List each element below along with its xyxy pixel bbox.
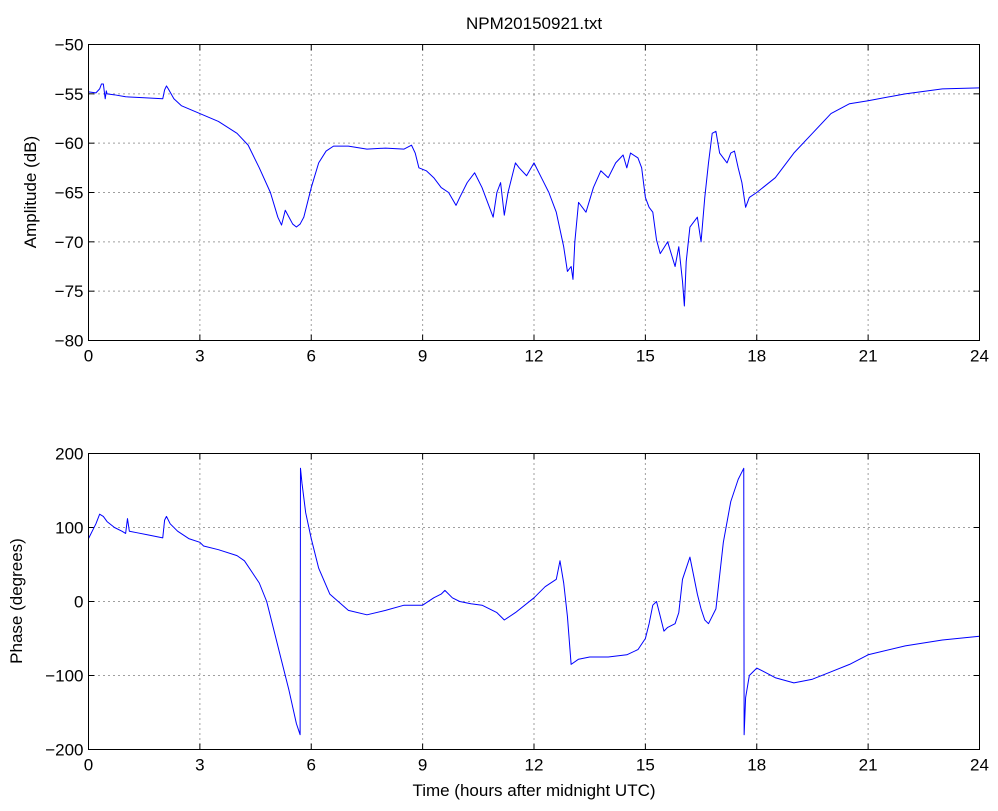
chart-title: NPM20150921.txt	[466, 14, 602, 33]
phase-y-tick-labels: 200 100 0 −100 −200	[45, 445, 83, 760]
amplitude-x-tick-label: 24	[970, 347, 989, 366]
amplitude-y-tick-label: −75	[55, 282, 84, 301]
phase-x-tick-labels: 0 3 6 9 12 15 18 21 24	[84, 756, 989, 775]
amplitude-series-line	[88, 83, 980, 307]
phase-y-tick-label: −200	[45, 741, 83, 760]
amplitude-x-tick-label: 12	[525, 347, 544, 366]
phase-x-tick-label: 9	[418, 756, 427, 775]
phase-x-tick-label: 12	[525, 756, 544, 775]
amplitude-y-tick-label: −70	[55, 233, 84, 252]
amplitude-y-tick-labels: −50 −55 −60 −65 −70 −75 −80	[55, 36, 84, 351]
phase-x-tick-label: 0	[84, 756, 93, 775]
phase-axes-frame	[88, 453, 980, 750]
amplitude-axes: NPM20150921.txt 0 3 6 9 12 15 18 21 24 −50 −55 −60…	[21, 14, 989, 366]
phase-x-tick-label: 6	[307, 756, 316, 775]
amplitude-y-axis-label: Amplitude (dB)	[21, 136, 40, 248]
phase-series	[88, 467, 980, 736]
phase-y-axis-label: Phase (degrees)	[7, 538, 26, 664]
amplitude-y-tick-label: −55	[55, 85, 84, 104]
phase-y-tick-label: 200	[55, 445, 83, 464]
phase-axes: 0 3 6 9 12 15 18 21 24 200 100 0 −100 −200 Phase (de…	[7, 445, 989, 801]
phase-y-tick-label: −100	[45, 667, 83, 686]
amplitude-series	[88, 83, 980, 307]
amplitude-ticks	[88, 44, 980, 341]
phase-y-tick-label: 100	[55, 519, 83, 538]
amplitude-x-tick-label: 3	[195, 347, 204, 366]
amplitude-y-tick-label: −80	[55, 332, 84, 351]
phase-x-tick-label: 3	[195, 756, 204, 775]
phase-x-tick-label: 15	[636, 756, 655, 775]
phase-grid	[88, 453, 980, 750]
amplitude-y-tick-label: −60	[55, 134, 84, 153]
amplitude-x-tick-labels: 0 3 6 9 12 15 18 21 24	[84, 347, 989, 366]
phase-series-line	[88, 467, 980, 736]
phase-x-tick-label: 24	[970, 756, 989, 775]
amplitude-x-tick-label: 9	[418, 347, 427, 366]
phase-x-tick-label: 21	[859, 756, 878, 775]
phase-x-tick-label: 18	[747, 756, 766, 775]
amplitude-y-tick-label: −65	[55, 184, 84, 203]
amplitude-y-tick-label: −50	[55, 36, 84, 55]
amplitude-x-tick-label: 6	[307, 347, 316, 366]
amplitude-x-tick-label: 18	[747, 347, 766, 366]
amplitude-axes-frame	[88, 44, 980, 341]
phase-x-axis-label: Time (hours after midnight UTC)	[412, 781, 655, 800]
amplitude-x-tick-label: 0	[84, 347, 93, 366]
amplitude-x-tick-label: 15	[636, 347, 655, 366]
phase-y-tick-label: 0	[74, 593, 83, 612]
amplitude-grid	[88, 44, 980, 341]
amplitude-x-tick-label: 21	[859, 347, 878, 366]
